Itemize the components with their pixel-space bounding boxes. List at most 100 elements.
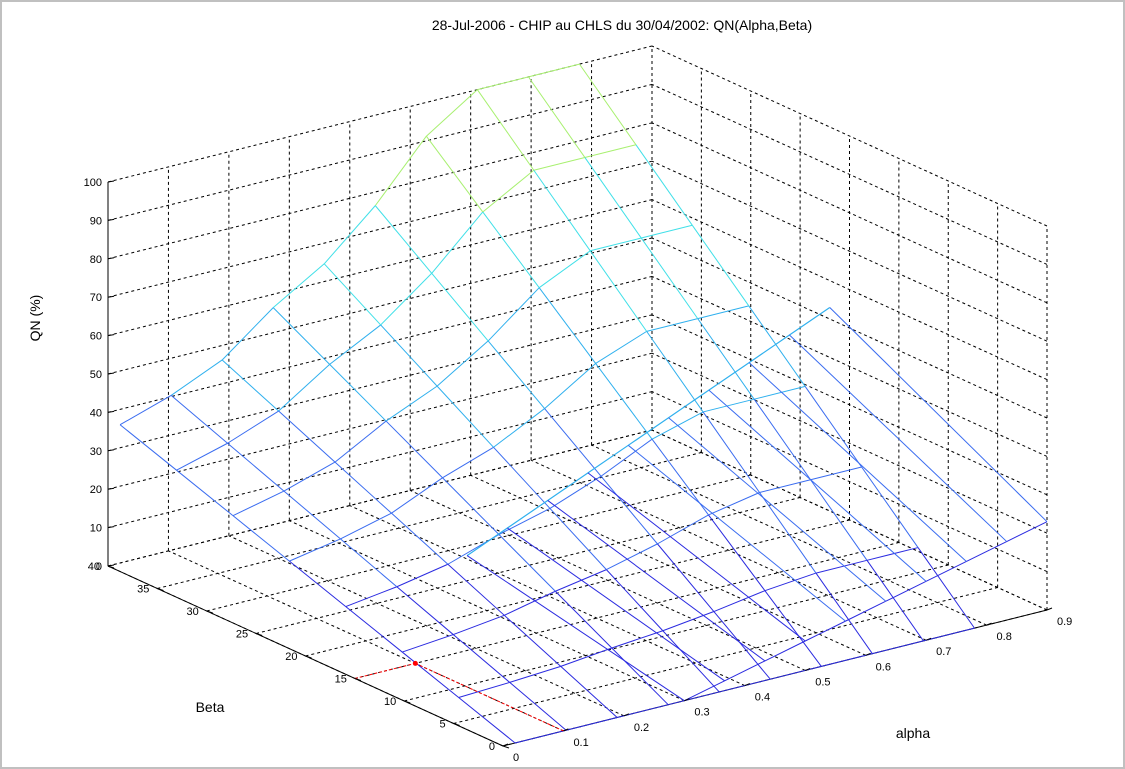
surface-mesh-line [697, 318, 755, 400]
y-tick-mark [502, 745, 510, 749]
x-tick-label: 0.2 [634, 722, 649, 734]
surface-mesh-line [821, 653, 873, 667]
grid-line-side-wall [651, 45, 1048, 227]
surface-mesh-line [923, 627, 975, 642]
surface-mesh-line [119, 424, 177, 471]
surface-mesh-line [334, 420, 387, 463]
z-tick-mark [107, 487, 115, 490]
z-tick-label: 60 [90, 331, 102, 343]
surface-mesh-line [866, 560, 924, 642]
surface-mesh-line [810, 479, 868, 561]
y-tick-mark [354, 678, 362, 681]
surface-mesh-line [595, 330, 647, 364]
plateau-mesh-line [668, 417, 887, 602]
surface-mesh-line [340, 512, 392, 540]
plateau-back-edge [466, 306, 831, 557]
x-tick-label: 0.5 [815, 676, 830, 688]
surface-mesh-line [754, 385, 806, 400]
z-tick-mark [107, 257, 115, 260]
x-tick-mark [502, 743, 509, 747]
marker-guide-line [354, 662, 416, 679]
z-tick-label: 30 [90, 446, 102, 458]
surface-mesh-line [452, 634, 511, 683]
surface-mesh-line [770, 665, 822, 680]
x-tick-label: 0.9 [1057, 616, 1072, 628]
surface-mesh-line [697, 305, 749, 320]
x-tick-label: 0.7 [936, 646, 951, 658]
surface-mesh-line [176, 469, 234, 517]
surface-mesh-line [702, 411, 760, 493]
surface-mesh-line [176, 442, 228, 471]
surface-mesh-line [635, 144, 693, 226]
surface-mesh-line [272, 307, 330, 365]
z-tick-mark [107, 180, 115, 183]
surface-mesh-line [289, 560, 347, 607]
z-tick-label: 100 [84, 177, 102, 189]
y-tick-label: 20 [285, 651, 297, 663]
y-tick-mark [255, 633, 263, 636]
x-tick-label: 0.3 [694, 707, 709, 719]
y-axis-label: Beta [196, 699, 225, 715]
surface-mesh-line [600, 438, 653, 477]
surface-mesh-line [487, 287, 540, 342]
surface-mesh-line [447, 563, 505, 616]
surface-mesh-line [487, 340, 545, 409]
surface-mesh-line [560, 666, 618, 718]
y-tick-label: 40 [88, 561, 100, 573]
surface-mesh-line [538, 287, 597, 364]
surface-mesh-line [702, 398, 755, 413]
grid-line-side-wall [651, 352, 1048, 534]
surface-mesh-line [872, 640, 924, 655]
surface-mesh-line [503, 614, 562, 667]
marker-point [412, 660, 418, 666]
x-tick-mark [563, 728, 569, 732]
surface-mesh-line [345, 606, 403, 653]
surface-mesh-line [538, 250, 591, 289]
surface-mesh-line [221, 359, 279, 412]
surface-mesh-line [425, 135, 484, 213]
surface-mesh-line [385, 420, 443, 479]
surface-mesh-line [662, 630, 720, 693]
z-tick-label: 70 [90, 292, 102, 304]
tick-layer: 0 0.1 0.2 0.3 0.4 0.5 0.6 0.7 0.8 0.9 0 5 10 15 20 25 30… [84, 177, 1073, 764]
surface-mesh-line [453, 614, 505, 636]
surface-mesh-line [436, 385, 494, 448]
surface-mesh-line [641, 224, 693, 239]
surface-mesh-line [442, 477, 500, 535]
surface-mesh-line [323, 263, 382, 326]
y-tick-label: 10 [384, 696, 396, 708]
surface-mesh-line [477, 76, 529, 91]
y-tick-mark [453, 723, 460, 726]
surface-mesh-line [458, 697, 516, 744]
surface-mesh-line [584, 144, 637, 158]
surface-mesh-line [119, 394, 172, 426]
surface-mesh-line [560, 647, 612, 667]
surface-mesh-line [657, 543, 715, 612]
surface-mesh-line [810, 466, 862, 481]
surface-mesh-line [498, 507, 551, 535]
y-tick-mark [404, 700, 411, 704]
surface-mesh-line [431, 211, 484, 274]
x-tick-mark [925, 637, 932, 641]
grid-line-side-wall [651, 275, 1048, 457]
surface-mesh-line [498, 534, 556, 592]
surface-mesh-line [713, 611, 771, 680]
surface-mesh-line [759, 479, 811, 493]
surface-mesh-line [646, 331, 704, 413]
x-tick-label: 0.1 [573, 737, 588, 749]
surface-mesh-line [866, 547, 919, 561]
surface-mesh-line [764, 590, 822, 667]
surface-mesh-line [232, 490, 285, 517]
surface-mesh-line [345, 586, 398, 608]
surface-mesh-line [646, 318, 698, 332]
surface-mesh-line [221, 307, 274, 361]
chart-title: 28-Jul-2006 - CHIP au CHLS du 30/04/2002… [432, 17, 812, 33]
surface-mesh-line [764, 572, 817, 592]
surface-mesh-line [662, 611, 715, 632]
z-tick-mark [107, 334, 115, 337]
surface-mesh-line [329, 363, 387, 422]
y-tick-mark [157, 588, 164, 591]
plateau-mesh-line [708, 389, 927, 582]
plateau-mesh-line [547, 500, 766, 662]
plateau-mesh-line [627, 444, 846, 622]
